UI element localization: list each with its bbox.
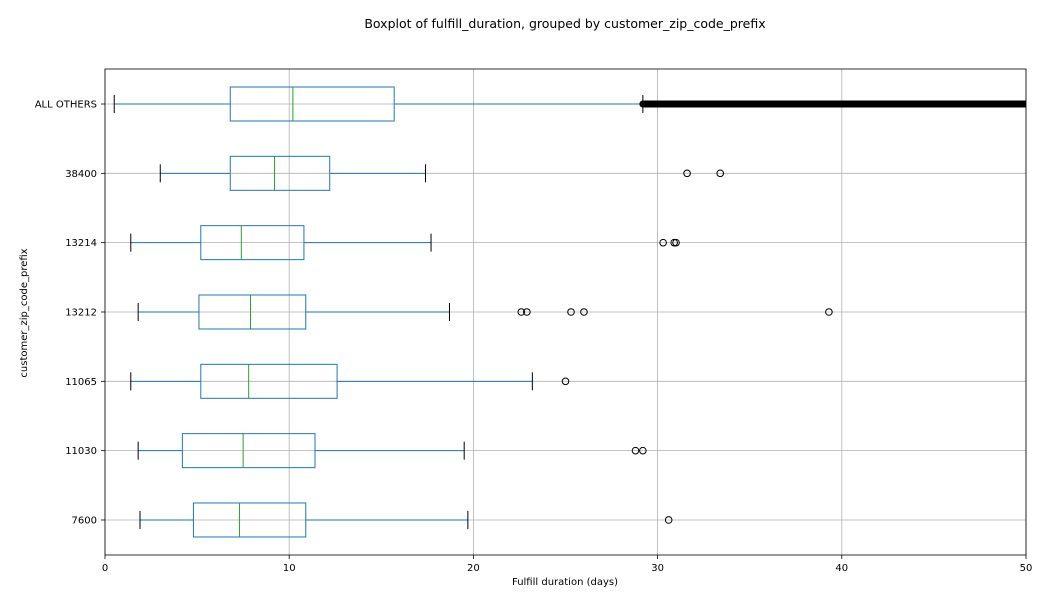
x-axis-label: Fulfill duration (days) [512,577,618,588]
x-tick-label: 10 [283,563,296,574]
outlier-point [517,308,526,316]
outlier-point [825,308,833,316]
outlier-point [664,516,673,524]
x-tick-label: 20 [467,563,480,574]
x-tick-label: 40 [835,563,848,574]
y-axis-label: customer_zip_code_prefix [19,248,30,377]
y-tick-label: 13212 [65,307,97,318]
y-tick-label: 11065 [65,377,97,388]
outlier-point [561,377,570,386]
x-tick-label: 30 [651,563,664,574]
box-group [137,294,833,330]
iqr-box [200,363,338,399]
box-group [137,433,647,469]
x-tick-label: 0 [102,563,108,574]
outlier-point [659,238,667,247]
y-tick-label: 11030 [65,446,97,457]
iqr-box [181,433,316,469]
outlier-point [523,308,531,316]
outlier-point [639,100,647,108]
chart-title: Boxplot of fulfill_duration, grouped by … [364,16,765,31]
x-tick-label: 50 [1020,563,1033,574]
box-group [130,225,680,261]
outlier-band [642,100,1026,108]
outlier-point [631,446,640,455]
iqr-box [229,86,395,122]
y-tick-label: 7600 [72,515,97,526]
outlier-point [672,238,680,247]
axes: 0 10 20 30 40 50 ALL OTHERS 38400 13214 13212 1106… [35,100,1033,575]
y-tick-label: 38400 [65,169,97,180]
outlier-point [716,169,725,178]
box-group [130,363,570,399]
box-group [113,86,1026,122]
outlier-point [580,308,588,316]
iqr-box [198,294,307,330]
outlier-point [683,169,691,178]
iqr-box [200,225,305,261]
y-tick-label: 13214 [65,238,97,249]
box-group [139,502,673,538]
outlier-point [639,446,647,455]
box-group [159,155,725,191]
y-tick-label: ALL OTHERS [35,100,97,111]
outlier-point [567,308,575,316]
grid-lines [104,69,1027,555]
iqr-box [229,155,331,191]
plot-area [113,86,1026,538]
iqr-box [192,502,307,538]
